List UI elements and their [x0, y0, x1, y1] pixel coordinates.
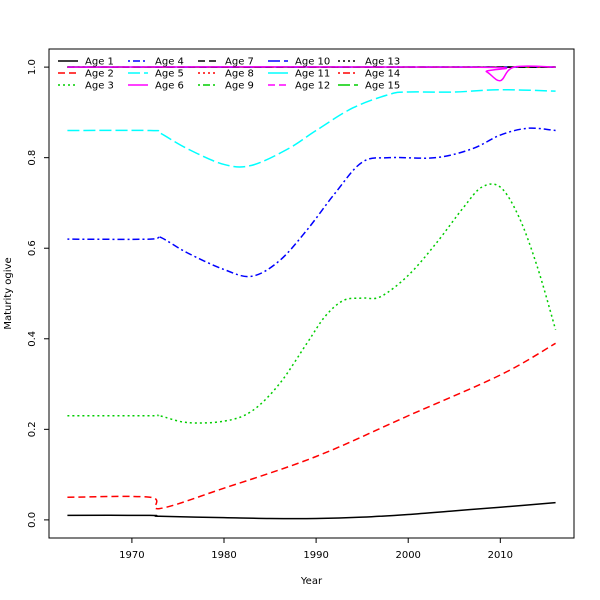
- y-tick-label: 0.6: [27, 240, 38, 256]
- y-tick-label: 1.0: [27, 59, 38, 75]
- legend-label: Age 9: [225, 81, 254, 92]
- legend-item-age-9: Age 9: [198, 81, 254, 92]
- legend-item-age-15: Age 15: [338, 81, 400, 92]
- x-tick-label: 1980: [211, 550, 236, 561]
- series-line-age-1: [67, 501, 556, 520]
- plot-frame: [48, 48, 575, 539]
- legend-item-age-7: Age 7: [198, 57, 254, 68]
- series-line-age-5: [67, 88, 556, 168]
- y-tick-label: 0.8: [27, 150, 38, 166]
- legend-label: Age 11: [295, 69, 330, 80]
- legend-label: Age 1: [85, 57, 114, 68]
- legend-item-age-12: Age 12: [268, 81, 330, 92]
- legend-item-age-13: Age 13: [338, 57, 400, 68]
- series-layer: [67, 65, 557, 520]
- legend-label: Age 3: [85, 81, 114, 92]
- legend-item-age-8: Age 8: [198, 69, 254, 80]
- x-axis: 1970 1980 1990 2000 2010: [119, 538, 513, 561]
- legend-item-age-6: Age 6: [128, 81, 184, 92]
- legend-label: Age 12: [295, 81, 330, 92]
- legend-item-age-4: Age 4: [128, 57, 184, 68]
- series-line-age-6: [67, 65, 556, 82]
- y-tick-label: 0.0: [27, 512, 38, 528]
- legend-label: Age 10: [295, 57, 330, 68]
- y-tick-label: 0.2: [27, 421, 38, 437]
- legend-item-age-14: Age 14: [338, 69, 400, 80]
- x-tick-label: 1970: [119, 550, 144, 561]
- legend-label: Age 14: [365, 69, 400, 80]
- legend-item-age-1: Age 1: [58, 57, 114, 68]
- legend-item-age-5: Age 5: [128, 69, 184, 80]
- legend-label: Age 7: [225, 57, 254, 68]
- series-line-age-4: [67, 127, 556, 278]
- x-axis-title: Year: [300, 576, 323, 587]
- y-axis-title: Maturity ogive: [3, 257, 14, 329]
- legend-label: Age 5: [155, 69, 184, 80]
- legend-label: Age 2: [85, 69, 114, 80]
- legend-label: Age 13: [365, 57, 400, 68]
- legend-label: Age 6: [155, 81, 184, 92]
- legend-label: Age 15: [365, 81, 400, 92]
- y-tick-label: 0.4: [27, 331, 38, 347]
- legend-item-age-2: Age 2: [58, 69, 114, 80]
- series-line-age-3: [67, 183, 557, 424]
- x-tick-label: 2000: [395, 550, 420, 561]
- legend-item-age-3: Age 3: [58, 81, 114, 92]
- x-tick-label: 1990: [303, 550, 328, 561]
- series-line-age-2: [67, 342, 556, 510]
- legend-label: Age 8: [225, 69, 254, 80]
- legend-item-age-10: Age 10: [268, 57, 330, 68]
- legend-label: Age 4: [155, 57, 184, 68]
- legend-item-age-11: Age 11: [268, 69, 330, 80]
- x-tick-label: 2010: [488, 550, 513, 561]
- y-axis: 0.0 0.2 0.4 0.6 0.8 1.0: [27, 59, 49, 528]
